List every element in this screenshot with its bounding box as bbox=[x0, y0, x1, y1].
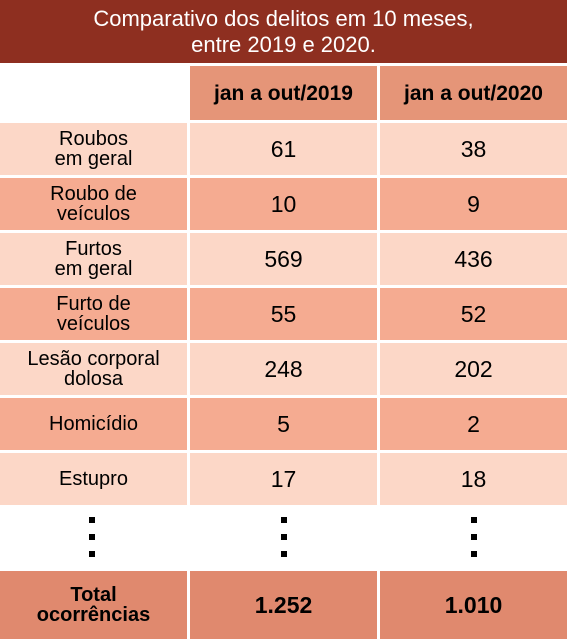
ellipsis-dot bbox=[280, 517, 287, 523]
row-label-line: veículos bbox=[56, 313, 131, 335]
row-label-line: Roubos bbox=[59, 128, 128, 150]
title-line: entre 2019 e 2020. bbox=[191, 31, 376, 57]
header-cell: jan a out/2019 bbox=[190, 66, 377, 120]
row-label-line: Furtos bbox=[65, 238, 122, 260]
value: 55 bbox=[270, 300, 297, 327]
ellipsis-dot bbox=[470, 551, 477, 557]
row-label-line: Roubo de bbox=[50, 183, 137, 205]
value-cell: 248 bbox=[190, 343, 377, 395]
value-cell: 9 bbox=[380, 178, 567, 230]
row-label-line: em geral bbox=[54, 258, 133, 280]
total-value: 1.010 bbox=[444, 591, 503, 618]
row-label-line: Estupro bbox=[59, 468, 128, 490]
value: 5 bbox=[277, 410, 290, 437]
value-cell: 17 bbox=[190, 453, 377, 505]
value-cell: 569 bbox=[190, 233, 377, 285]
ellipsis-dot bbox=[470, 534, 477, 540]
value-cell: 5 bbox=[190, 398, 377, 450]
row-label: Furtos em geral bbox=[0, 233, 187, 285]
value-cell: 18 bbox=[380, 453, 567, 505]
value-cell: 52 bbox=[380, 288, 567, 340]
value-cell: 55 bbox=[190, 288, 377, 340]
row-label: Roubos em geral bbox=[0, 123, 187, 175]
row-label: Roubo de veículos bbox=[0, 178, 187, 230]
row-label-line: em geral bbox=[54, 148, 133, 170]
ellipsis-dot bbox=[88, 517, 95, 523]
header-text: jan a out/2020 bbox=[404, 81, 543, 105]
value-cell: 10 bbox=[190, 178, 377, 230]
value: 18 bbox=[460, 465, 487, 492]
value: 52 bbox=[460, 300, 487, 327]
value: 436 bbox=[454, 245, 493, 272]
row-label-line: dolosa bbox=[64, 368, 123, 390]
value: 2 bbox=[467, 410, 480, 437]
title-bar: Comparativo dos delitos em 10 meses, entr… bbox=[0, 0, 567, 63]
title-line: Comparativo dos delitos em 10 meses, bbox=[93, 6, 474, 32]
value: 202 bbox=[454, 355, 493, 382]
value-cell: 436 bbox=[380, 233, 567, 285]
value-cell: 2 bbox=[380, 398, 567, 450]
value: 61 bbox=[270, 135, 297, 162]
row-label-line: Furto de bbox=[56, 293, 131, 315]
row-label-line: Lesão corporal bbox=[27, 348, 160, 370]
row-label-line: veículos bbox=[56, 203, 131, 225]
value-cell: 38 bbox=[380, 123, 567, 175]
ellipsis-dot bbox=[470, 517, 477, 523]
value: 17 bbox=[270, 465, 297, 492]
value: 10 bbox=[270, 190, 297, 217]
value-cell: 202 bbox=[380, 343, 567, 395]
row-label: Furto de veículos bbox=[0, 288, 187, 340]
total-cell: 1.010 bbox=[380, 571, 567, 639]
row-label-line: Homicídio bbox=[49, 413, 138, 435]
header-cell: jan a out/2020 bbox=[380, 66, 567, 120]
ellipsis-dot bbox=[88, 534, 95, 540]
total-label-line: Total bbox=[70, 584, 117, 606]
ellipsis-dot bbox=[280, 534, 287, 540]
row-label: Lesão corporal dolosa bbox=[0, 343, 187, 395]
header-empty bbox=[0, 66, 187, 120]
value: 569 bbox=[264, 245, 303, 272]
ellipsis-dot bbox=[280, 551, 287, 557]
value: 38 bbox=[460, 135, 487, 162]
row-label: Estupro bbox=[0, 453, 187, 505]
total-label-line: ocorrências bbox=[36, 604, 151, 626]
row-label: Homicídio bbox=[0, 398, 187, 450]
total-label: Total ocorrências bbox=[0, 571, 187, 639]
total-value: 1.252 bbox=[254, 591, 313, 618]
total-cell: 1.252 bbox=[190, 571, 377, 639]
ellipsis-dot bbox=[88, 551, 95, 557]
value: 9 bbox=[467, 190, 480, 217]
value: 248 bbox=[264, 355, 303, 382]
value-cell: 61 bbox=[190, 123, 377, 175]
header-text: jan a out/2019 bbox=[214, 81, 353, 105]
